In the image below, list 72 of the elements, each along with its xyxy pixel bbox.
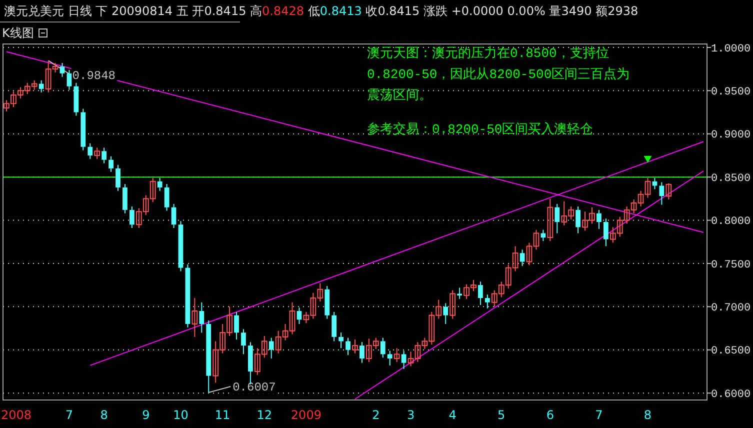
candlestick — [547, 198, 554, 242]
candlestick — [130, 206, 134, 229]
annotation: 0.6007 — [232, 380, 276, 395]
x-tick-label: 2009 — [290, 408, 322, 422]
candlestick — [450, 290, 456, 320]
annotation: 参考交易：0.8200-50区间买入澳轻仓 — [367, 121, 594, 137]
candlestick — [457, 287, 462, 300]
candlestick — [108, 156, 114, 172]
x-tick-label: 2008 — [1, 408, 32, 422]
x-tick-label: 5 — [498, 408, 506, 422]
candlestick — [199, 302, 204, 334]
x-tick-label: 2 — [372, 408, 380, 422]
annotation: 0.9848 — [72, 68, 116, 83]
candlestick — [346, 337, 350, 356]
y-tick-label: 0.7500 — [711, 259, 751, 272]
candlestick — [387, 350, 392, 366]
candlestick — [520, 249, 525, 267]
candlestick — [157, 177, 162, 192]
candlestick — [102, 147, 107, 164]
candlestick — [171, 203, 176, 229]
candlestick — [338, 332, 344, 349]
y-tick-label: 0.7000 — [711, 302, 751, 315]
candlestick — [268, 337, 274, 360]
candlestick — [94, 147, 100, 160]
chart-title: 澳元兑美元 日线 下 20090814 五 开0.8415 高0.8428 低0.8413 收0.8415 涨跌 +0.0000 0.00% 量3490 额2938 — [4, 4, 638, 18]
candlestick — [443, 302, 448, 324]
candlestick — [296, 307, 302, 324]
x-tick-label: 7 — [65, 408, 74, 422]
x-tick-label: 9 — [142, 408, 150, 422]
x-tick-label: 3 — [406, 408, 415, 422]
candlestick — [241, 328, 246, 355]
x-tick-label: 10 — [173, 408, 188, 422]
x-tick-label: 12 — [256, 408, 272, 422]
x-tick-label: 8 — [100, 408, 108, 422]
candlestick — [596, 209, 602, 230]
y-tick-label: 0.6500 — [711, 346, 751, 358]
candlestick — [603, 218, 608, 247]
candlestick — [234, 311, 239, 340]
y-tick-label: 1.0000 — [711, 43, 751, 56]
candlestick — [66, 69, 72, 90]
y-tick-label: 0.8500 — [711, 172, 751, 185]
candlestick — [659, 182, 664, 206]
y-tick-label: 0.6000 — [711, 388, 751, 401]
candlestick — [122, 183, 128, 214]
x-tick-label: 8 — [644, 408, 652, 422]
x-tick-label: 6 — [546, 408, 554, 422]
candlestick — [116, 164, 120, 192]
annotation: 澳元天图：澳元的压力在0.8500，支持位0.8200-50，因此从8200-500区间三百点为震荡区间。 — [367, 46, 630, 103]
y-tick-label: 0.8000 — [711, 216, 751, 228]
candlestick — [394, 348, 400, 362]
candlestick — [380, 337, 386, 358]
candlestick — [88, 142, 93, 160]
candlestick — [164, 183, 170, 212]
candlestick — [484, 294, 490, 309]
candlestick — [401, 350, 406, 370]
x-tick-label: 7 — [595, 408, 603, 422]
candlestick — [60, 62, 65, 78]
candlestick — [352, 339, 358, 354]
candlestick — [192, 298, 198, 338]
y-tick-label: 0.9000 — [711, 130, 751, 142]
candlestick — [332, 311, 337, 342]
x-tick-label: 11 — [214, 408, 230, 422]
candlestick — [554, 203, 560, 234]
candlestick — [478, 281, 483, 306]
candlestick — [38, 80, 44, 93]
candlestick — [360, 342, 364, 364]
candlestick — [666, 182, 672, 200]
chart-subtitle: K线图 — [2, 26, 34, 40]
candlestick — [540, 229, 546, 242]
x-tick-label: 4 — [448, 408, 456, 422]
candlestick — [576, 206, 580, 234]
y-tick-label: 0.9500 — [711, 86, 751, 99]
